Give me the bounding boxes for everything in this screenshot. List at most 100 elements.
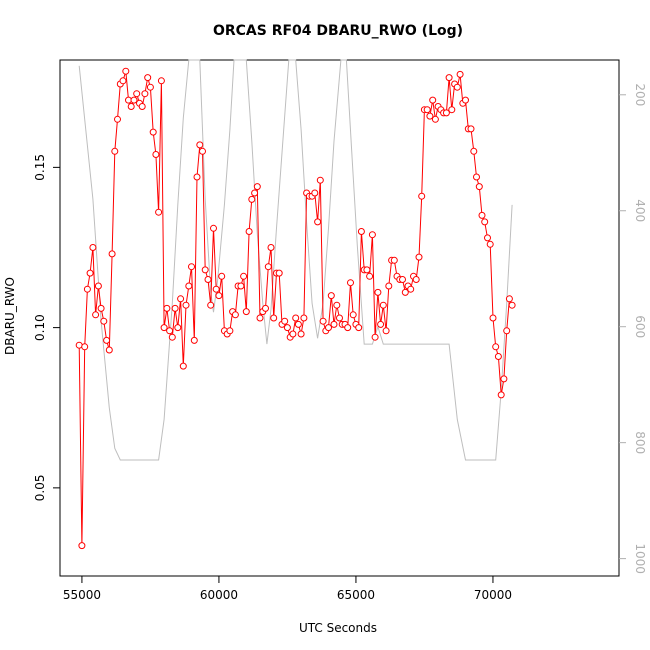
data-point: [492, 343, 500, 351]
data-point: [497, 391, 505, 399]
altitude-series-layer: [78, 59, 513, 461]
data-point: [160, 324, 168, 332]
data-point: [327, 292, 335, 300]
data-point: [473, 173, 480, 181]
data-point: [155, 208, 163, 216]
data-point: [138, 103, 146, 110]
data-point: [262, 304, 269, 312]
data-point: [83, 285, 91, 293]
y2-tick-label: 1000: [633, 543, 647, 574]
y2-tick-label: 400: [633, 199, 647, 222]
data-point: [204, 276, 212, 283]
data-point: [81, 343, 89, 351]
data-point: [462, 96, 469, 104]
data-point: [179, 362, 187, 370]
data-point: [319, 317, 327, 325]
data-point: [97, 304, 105, 312]
data-point: [190, 336, 198, 344]
data-point: [133, 90, 141, 98]
data-point: [275, 269, 283, 277]
data-point: [347, 279, 354, 287]
data-point: [478, 211, 486, 219]
data-point: [94, 282, 102, 290]
data-point: [218, 272, 226, 280]
y2-tick-label: 800: [633, 431, 647, 454]
data-point: [281, 317, 289, 325]
data-point: [201, 266, 209, 274]
data-point: [157, 77, 165, 85]
data-point: [289, 330, 297, 338]
data-point: [245, 228, 253, 235]
data-point: [489, 314, 497, 322]
data-point: [431, 115, 439, 123]
dbaru-series-layer: [75, 67, 516, 550]
data-point: [445, 74, 453, 82]
y2-tick-label: 200: [633, 83, 647, 106]
data-point: [237, 282, 245, 290]
data-point: [412, 276, 420, 283]
data-point: [141, 90, 149, 98]
data-point: [270, 314, 278, 322]
data-point: [429, 96, 437, 104]
data-point: [297, 330, 305, 338]
x-tick-label: 65000: [337, 588, 375, 602]
data-point: [448, 106, 456, 114]
data-point: [185, 282, 193, 290]
data-point: [426, 112, 434, 120]
data-point: [379, 301, 387, 309]
data-point: [294, 320, 302, 328]
data-point: [163, 304, 171, 312]
data-point: [177, 295, 185, 303]
data-point: [418, 192, 426, 200]
x-tick-label: 55000: [63, 588, 101, 602]
altitude-line: [78, 59, 513, 461]
data-point: [508, 301, 516, 309]
data-point: [212, 285, 220, 293]
data-point: [481, 218, 489, 226]
x-tick-label: 60000: [200, 588, 238, 602]
data-point: [382, 327, 390, 335]
data-point: [316, 176, 324, 184]
data-point: [292, 314, 300, 322]
data-point: [174, 324, 182, 332]
dbaru-line: [78, 71, 513, 546]
y-axis-label: DBARU_RWO: [3, 277, 17, 355]
data-point: [368, 231, 376, 239]
y2-tick-label: 600: [633, 315, 647, 338]
data-point: [500, 375, 508, 383]
data-point: [256, 314, 264, 322]
data-point: [207, 301, 215, 309]
data-point: [453, 83, 461, 91]
data-point: [470, 147, 478, 155]
data-point: [103, 336, 111, 344]
data-point: [344, 324, 352, 332]
data-point: [314, 218, 322, 226]
data-point: [146, 83, 154, 91]
data-point: [166, 327, 174, 335]
data-point: [240, 272, 248, 280]
data-point: [505, 295, 513, 303]
data-point: [86, 269, 94, 277]
data-point: [193, 173, 201, 181]
data-point: [152, 151, 160, 158]
data-point: [253, 183, 261, 191]
data-point: [196, 141, 204, 149]
data-point: [336, 314, 343, 322]
data-point: [188, 263, 195, 271]
data-point: [100, 317, 108, 325]
data-point: [130, 96, 138, 104]
data-point: [484, 234, 491, 242]
data-point: [333, 301, 341, 309]
data-point: [486, 240, 494, 248]
data-point: [415, 253, 423, 261]
data-point: [300, 314, 308, 322]
chart-title: ORCAS RF04 DBARU_RWO (Log): [213, 23, 463, 39]
data-point: [355, 324, 363, 332]
data-point: [114, 115, 121, 123]
data-point: [231, 311, 239, 319]
data-point: [442, 109, 450, 117]
data-point: [122, 67, 130, 75]
x-tick-label: 70000: [474, 588, 512, 602]
data-point: [374, 288, 382, 296]
data-point: [210, 224, 217, 232]
